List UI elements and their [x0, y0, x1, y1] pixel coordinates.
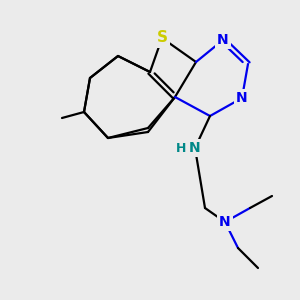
Text: S: S — [157, 31, 167, 46]
Text: N: N — [189, 141, 201, 155]
Text: N: N — [219, 215, 231, 229]
Text: N: N — [217, 33, 229, 47]
Text: H: H — [176, 142, 186, 154]
Text: N: N — [236, 91, 248, 105]
